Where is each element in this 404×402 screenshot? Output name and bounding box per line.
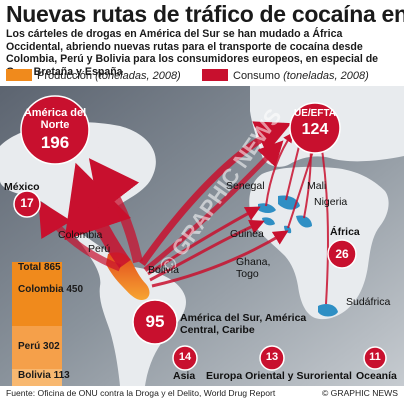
oceania-label: Oceanía [356, 370, 397, 382]
legend-consumption-label: Consumo [233, 70, 281, 82]
europe-east-value: 13 [265, 351, 279, 363]
senegal-area [258, 203, 276, 213]
production-bar-bolivia [12, 369, 62, 386]
flow-to-europe-2 [143, 140, 284, 272]
north-america-circle [20, 95, 90, 165]
south-america-landmass [70, 226, 186, 386]
flow-wa-europe-1 [265, 132, 294, 207]
label-peru: Perú [88, 243, 111, 255]
africa-value: 26 [335, 247, 349, 261]
production-row-name: Perú [18, 341, 41, 352]
legend-consumption-unit: (toneladas, 2008) [283, 70, 369, 82]
north-america-value: 196 [40, 133, 70, 152]
production-row-colombia: Colombia 450 [18, 284, 83, 295]
production-bar-colombia [12, 262, 62, 326]
production-total-value: 865 [43, 262, 61, 273]
guinea-area [262, 217, 275, 226]
mexico-value: 17 [20, 196, 34, 210]
flow-sa-europe [316, 134, 329, 305]
ue-efta-circle [289, 102, 341, 154]
label-guinea: Guinea [230, 228, 264, 240]
production-row-value: 450 [66, 284, 84, 295]
page-title: Nuevas rutas de tráfico de cocaína en Áf… [6, 1, 404, 27]
production-row-peru: Perú 302 [18, 341, 60, 352]
production-total: Total 865 [18, 262, 61, 273]
oceania-value: 11 [369, 351, 381, 363]
ue-efta-name: UE/EFTA [293, 108, 337, 119]
oceania-circle [363, 346, 387, 370]
production-total-label: Total [18, 262, 42, 273]
asia-circle [172, 345, 198, 371]
north-america-name: América del Norte [23, 107, 87, 131]
label-senegal: Senegal [226, 180, 265, 192]
map: © GRAPHIC NEWS [0, 86, 404, 386]
legend-production: Producción (toneladas, 2008) [6, 69, 181, 82]
south-africa-area [318, 304, 338, 317]
production-bar-peru [12, 326, 62, 369]
ue-efta-value: 124 [301, 121, 329, 138]
nigeria-area [296, 215, 312, 228]
south-america-circle [132, 299, 178, 345]
flow-to-north-america-2 [88, 158, 143, 264]
asia-label: Asia [173, 370, 196, 382]
production-swatch [6, 69, 32, 81]
consumption-swatch [202, 69, 228, 81]
label-bolivia: Bolivia [148, 264, 179, 276]
europe-east-circle [259, 345, 285, 371]
flow-to-north-america-1 [64, 162, 131, 269]
production-row-value: 302 [43, 341, 60, 352]
flow-to-senegal [147, 206, 261, 276]
flow-to-guinea [149, 219, 265, 282]
legend-consumption: Consumo (toneladas, 2008) [202, 69, 369, 82]
mexico-circle [13, 190, 41, 218]
label-mali: Mali [307, 180, 327, 192]
legend-production-unit: (toneladas, 2008) [95, 70, 181, 82]
source-footer: Fuente: Oficina de ONU contra la Droga y… [6, 388, 276, 398]
label-nigeria: Nigeria [314, 196, 348, 208]
label-colombia: Colombia [58, 229, 103, 241]
mexico-label: México [4, 181, 40, 193]
production-row-bolivia: Bolivia 113 [18, 370, 70, 381]
africa-circle [327, 239, 357, 269]
africa-label: África [330, 226, 360, 238]
flow-to-mexico [38, 199, 122, 272]
flow-to-ghana [151, 230, 289, 288]
production-row-name: Colombia [18, 284, 64, 295]
label-ghana-togo: Ghana, Togo [236, 256, 271, 280]
europe-east-label: Europa Oriental y Suroriental [206, 370, 352, 382]
legend-production-label: Producción [37, 70, 93, 82]
production-row-value: 113 [53, 370, 70, 381]
production-row-name: Bolivia [18, 370, 51, 381]
south-america-value: 95 [145, 312, 165, 331]
copyright: © GRAPHIC NEWS [321, 388, 398, 398]
asia-value: 14 [178, 351, 192, 363]
label-south-africa: Sudáfrica [346, 296, 391, 308]
south-america-label: América del Sur, América Central, Caribe [180, 312, 307, 336]
subtitle: Los cárteles de drogas en América del Su… [6, 28, 379, 78]
flow-to-europe-1 [139, 121, 292, 267]
